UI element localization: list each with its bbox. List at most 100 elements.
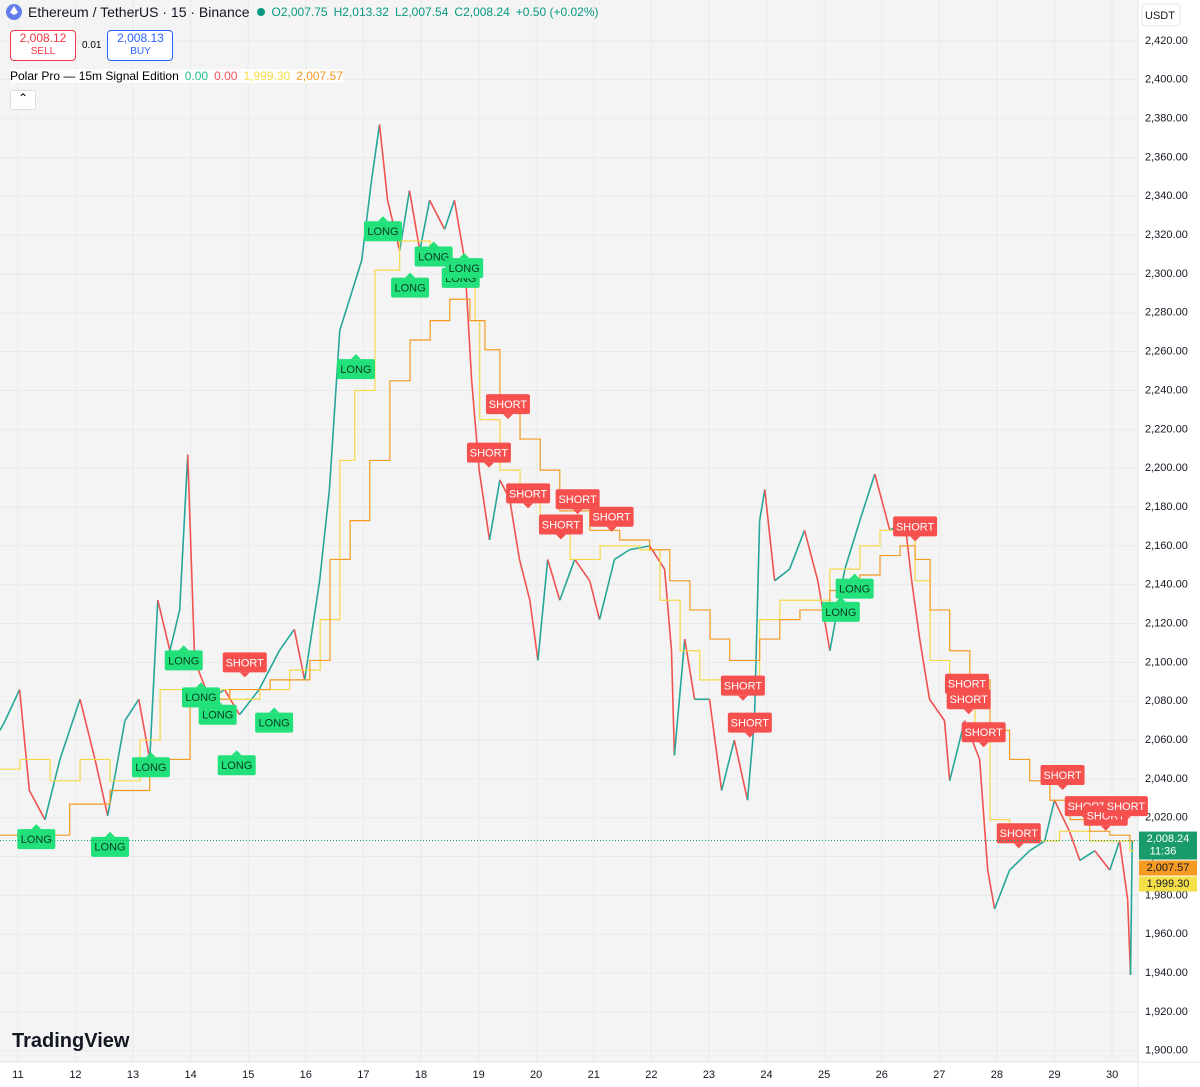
signal-box — [893, 516, 938, 537]
signal-arrow — [483, 462, 494, 468]
signal-arrow — [849, 573, 860, 579]
short-signal: SHORT — [961, 722, 1006, 748]
signal-box — [255, 712, 294, 733]
y-tick-label: 2,140.00 — [1145, 579, 1188, 591]
signal-arrow — [1057, 784, 1068, 790]
signal-box — [944, 673, 989, 694]
signal-box — [466, 442, 511, 463]
signal-label: LONG — [135, 762, 166, 774]
price-segment — [1068, 831, 1081, 861]
x-tick-label: 18 — [415, 1069, 427, 1081]
price-segment — [598, 559, 616, 620]
ohlc-value: 2,013.32 — [342, 5, 389, 19]
price-segment — [588, 580, 601, 620]
signal-label: SHORT — [724, 681, 763, 693]
signal-box — [1040, 764, 1085, 785]
signal-arrow — [978, 742, 989, 748]
currency-box[interactable] — [1141, 3, 1181, 27]
signal-label: SHORT — [558, 494, 597, 506]
price-segment — [874, 473, 891, 531]
price-segment — [733, 739, 749, 801]
price-segment — [758, 489, 766, 521]
currency[interactable]: USDT — [1145, 10, 1175, 22]
buy-price[interactable]: 2,008.13 — [117, 31, 164, 45]
x-tick-label: 16 — [300, 1069, 312, 1081]
long-signal: LONG — [391, 272, 430, 298]
price-tag — [1139, 876, 1197, 892]
signal-label: SHORT — [542, 519, 581, 531]
price-tag-label: 2,008.24 — [1147, 833, 1190, 845]
signal-box — [217, 755, 256, 776]
price-segment — [764, 489, 776, 581]
signal-label: LONG — [825, 607, 856, 619]
eth-icon — [6, 4, 22, 20]
x-tick-label: 14 — [185, 1069, 197, 1081]
signal-box — [222, 652, 267, 673]
price-segment — [419, 200, 431, 251]
signal-box — [336, 359, 375, 380]
x-tick-label: 15 — [242, 1069, 254, 1081]
x-tick-label: 27 — [933, 1069, 945, 1081]
buy-button[interactable]: 2,008.13 BUY — [107, 30, 174, 61]
signal-label: SHORT — [950, 694, 989, 706]
price-tag-label: 2,007.57 — [1147, 862, 1190, 874]
signal-label: SHORT — [731, 717, 770, 729]
x-tick-label: 24 — [760, 1069, 772, 1081]
sell-button[interactable]: 2,008.12 SELL — [10, 30, 76, 61]
buy-label[interactable]: BUY — [130, 46, 151, 57]
price-segment — [258, 650, 281, 690]
y-tick-label: 2,320.00 — [1145, 229, 1188, 241]
signal-arrow — [212, 699, 223, 705]
long-signal: LONG — [255, 707, 294, 733]
signal-arrow — [178, 645, 189, 651]
long-signal: LONG — [198, 699, 237, 725]
header: Ethereum / TetherUS · 15 · Binance O2,00… — [6, 4, 599, 20]
signal-arrow — [31, 824, 42, 830]
signal-arrow — [572, 509, 583, 515]
signal-box — [506, 483, 551, 504]
signal-arrow — [459, 253, 470, 259]
y-tick-label: 2,340.00 — [1145, 190, 1188, 202]
price-segment — [360, 180, 373, 261]
signal-box — [363, 221, 402, 242]
price-segment — [370, 124, 381, 181]
collapse-button[interactable]: ⌃ — [10, 90, 36, 110]
price-segment — [178, 454, 189, 610]
ohlc-item: H2,013.32 — [334, 5, 389, 19]
price-segment — [1079, 850, 1096, 862]
indicator-value: 1,999.30 — [243, 69, 291, 83]
x-tick-label: 23 — [703, 1069, 715, 1081]
price-segment — [94, 759, 109, 816]
short-signal: SHORT — [996, 823, 1041, 849]
signal-arrow — [269, 707, 280, 713]
ohlc-item: C2,008.24 — [454, 5, 509, 19]
long-signal: LONG — [363, 216, 402, 242]
signal-arrow — [405, 272, 416, 278]
y-tick-label: 2,300.00 — [1145, 268, 1188, 280]
signal-box — [391, 277, 430, 298]
signal-label: SHORT — [1000, 828, 1039, 840]
indicator-name[interactable]: Polar Pro — 15m Signal Edition — [10, 69, 179, 83]
y-tick-label: 2,220.00 — [1145, 423, 1188, 435]
sell-price[interactable]: 2,008.12 — [19, 31, 67, 45]
status-dot — [256, 8, 265, 16]
price-segment — [79, 699, 96, 760]
price-segment — [1029, 840, 1046, 852]
y-tick-label: 2,120.00 — [1145, 617, 1188, 629]
sell-label[interactable]: SELL — [30, 46, 56, 57]
y-tick-label: 1,920.00 — [1145, 1006, 1188, 1018]
short-signal: SHORT — [466, 442, 511, 468]
price-segment — [428, 199, 446, 230]
short-signal: SHORT — [720, 675, 765, 701]
price-segment — [844, 520, 861, 570]
indicator-value: 0.00 — [214, 69, 238, 83]
spread: 0.01 — [82, 40, 102, 51]
symbol[interactable]: Ethereum / TetherUS · 15 · Binance — [28, 4, 250, 20]
ohlc-key: O — [271, 5, 281, 19]
price-segment — [529, 600, 539, 661]
y-tick-label: 2,420.00 — [1145, 35, 1188, 47]
signal-arrow — [377, 216, 388, 222]
signal-label: LONG — [367, 226, 398, 238]
price-segment — [859, 473, 876, 521]
y-tick-label: 2,200.00 — [1145, 462, 1188, 474]
